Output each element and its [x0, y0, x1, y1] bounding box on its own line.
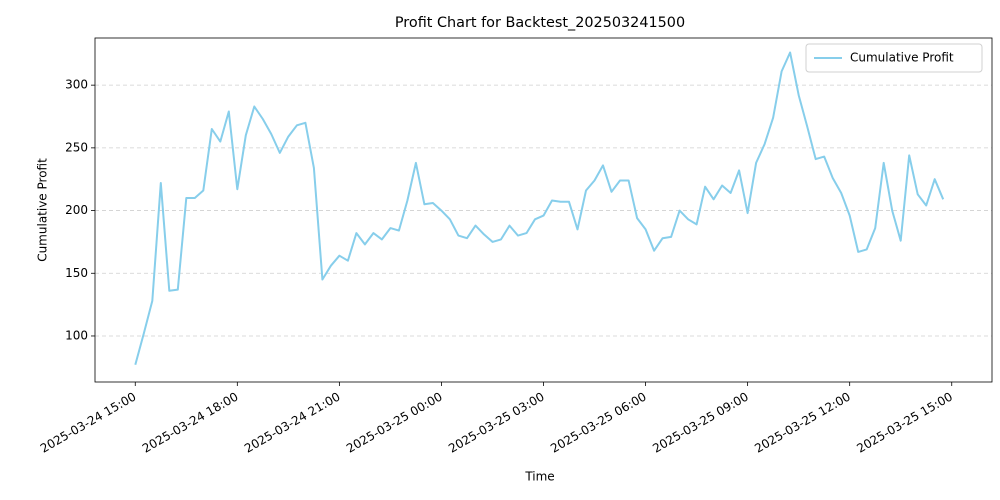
- y-tick-label: 300: [65, 78, 88, 92]
- chart-title: Profit Chart for Backtest_202503241500: [395, 15, 685, 31]
- y-tick-label: 150: [65, 266, 88, 280]
- y-tick-label: 100: [65, 328, 88, 342]
- y-tick-label: 250: [65, 140, 88, 154]
- y-axis-label: Cumulative Profit: [36, 158, 50, 262]
- x-axis-label: Time: [524, 470, 554, 484]
- y-tick-label: 200: [65, 203, 88, 217]
- legend-box: [805, 43, 983, 73]
- x-tick-label: 2025-03-25 09:00: [650, 390, 751, 456]
- x-tick-label: 2025-03-24 21:00: [242, 390, 343, 456]
- x-tick-label: 2025-03-25 00:00: [344, 390, 445, 456]
- x-tick-label: 2025-03-25 06:00: [548, 390, 649, 456]
- line: [134, 51, 945, 366]
- plot-frame: [94, 37, 993, 383]
- x-tick-label: 2025-03-24 15:00: [38, 390, 139, 456]
- x-tick-label: 2025-03-25 15:00: [854, 390, 955, 456]
- legend-label: Cumulative Profit: [850, 51, 954, 65]
- x-tick-label: 2025-03-25 12:00: [752, 390, 853, 456]
- x-tick-label: 2025-03-25 03:00: [446, 390, 547, 456]
- x-tick-label: 2025-03-24 18:00: [140, 390, 241, 456]
